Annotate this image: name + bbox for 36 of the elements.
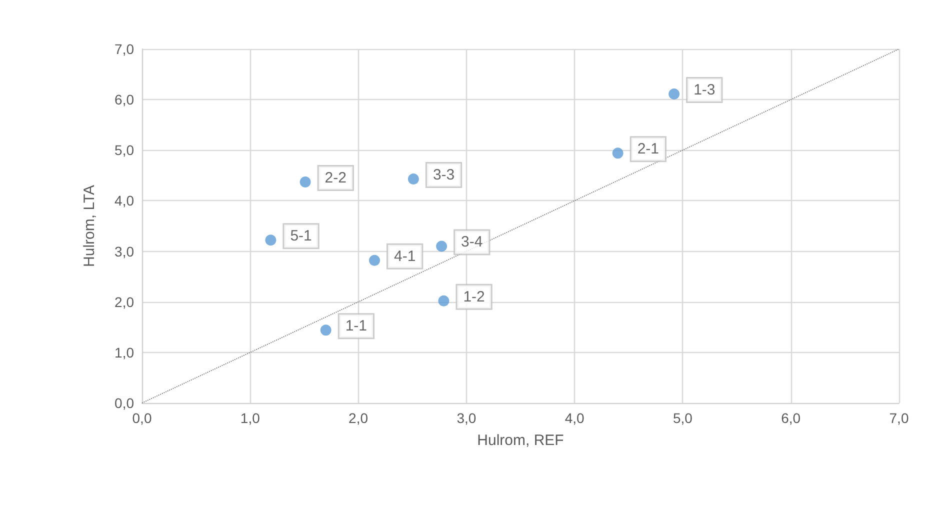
point — [612, 148, 624, 159]
x-tick-label: 6,0 — [781, 410, 801, 426]
data-label: 1-3 — [694, 82, 716, 99]
x-tick-label: 4,0 — [564, 410, 585, 426]
point — [408, 173, 419, 184]
point — [300, 176, 311, 188]
y-axis-title: Hulrom, LTA — [81, 185, 98, 267]
y-tick-label: 7,0 — [114, 41, 134, 57]
y-tick-label: 6,0 — [114, 92, 134, 108]
y-tick-label: 1,0 — [114, 344, 134, 360]
y-tick-label: 0,0 — [114, 395, 134, 411]
x-tick-label: 2,0 — [348, 410, 368, 426]
point — [438, 295, 450, 306]
point — [436, 240, 448, 252]
data-label: 4-1 — [394, 248, 416, 265]
point — [668, 88, 680, 100]
x-tick-label: 1,0 — [240, 410, 260, 426]
data-label: 3-3 — [432, 166, 455, 184]
data-label: 5-1 — [290, 228, 312, 245]
x-tick-label: 7,0 — [889, 410, 909, 426]
data-label: 3-4 — [461, 234, 483, 251]
y-tick-label: 3,0 — [114, 243, 134, 260]
data-label: 2-2 — [324, 170, 346, 187]
x-tick-label: 3,0 — [456, 410, 476, 426]
point — [320, 324, 332, 336]
y-tick-label: 4,0 — [114, 192, 134, 209]
x-axis-title: Hulrom, REF — [477, 432, 564, 449]
x-tick-label: 0,0 — [132, 410, 152, 426]
data-label: 1-2 — [463, 288, 485, 306]
x-tick-label: 5,0 — [672, 410, 693, 426]
data-label: 2-1 — [637, 140, 660, 158]
point — [265, 234, 276, 246]
point — [369, 254, 380, 266]
data-label: 1-1 — [345, 318, 368, 335]
y-tick-label: 2,0 — [114, 294, 134, 310]
y-tick-label: 5,0 — [114, 142, 134, 158]
